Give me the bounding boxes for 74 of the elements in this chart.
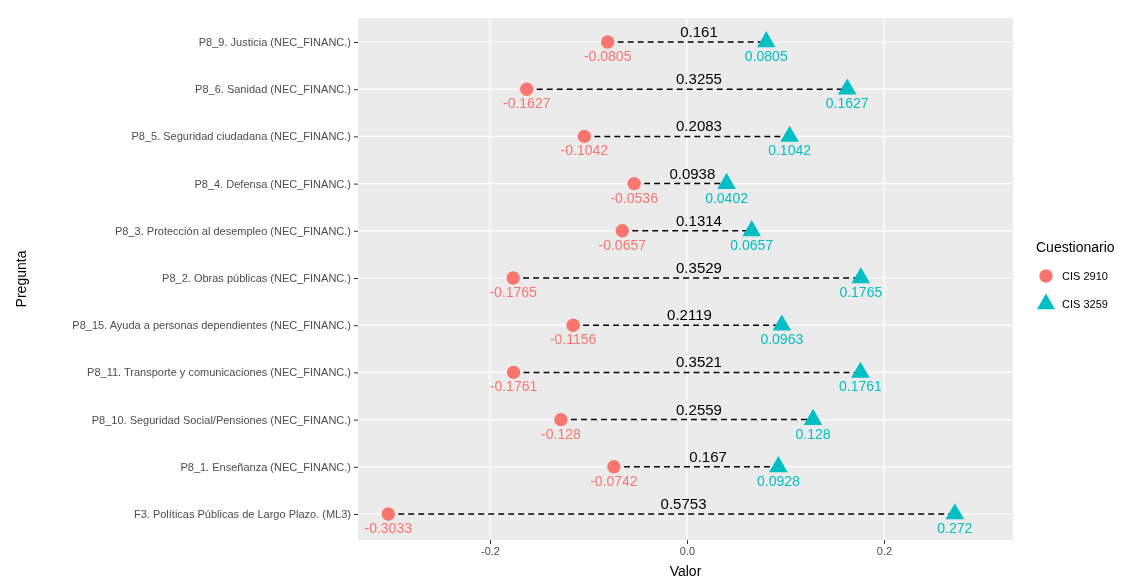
y-tick-label: P8_10. Seguridad Social/Pensiones (NEC_FINANC.)	[91, 413, 351, 426]
y-tick-label: P8_11. Transporte y comunicaciones (NEC_FINANC.)	[87, 366, 351, 379]
data-label: -0.1156	[549, 331, 597, 348]
data-label: 0.0657	[730, 236, 774, 253]
data-label: 0.1042	[768, 142, 812, 159]
data-label: -0.1627	[502, 95, 551, 112]
annotation: 0.167	[689, 447, 727, 465]
y-tick-label: P8_9. Justicia (NEC_FINANC.)	[198, 36, 351, 49]
x-tick-label: 0.0	[679, 544, 696, 557]
point	[381, 507, 395, 521]
legend-title: Cuestionario	[1036, 239, 1115, 255]
y-tick-label: P8_5. Seguridad ciudadana (NEC_FINANC.)	[131, 130, 351, 143]
point	[803, 408, 823, 425]
point	[756, 31, 776, 48]
y-tick-label: F3. Políticas Públicas de Largo Plazo. (ML3)	[133, 508, 351, 521]
data-label: -0.1042	[560, 142, 609, 159]
data-label: -0.1765	[489, 284, 538, 300]
point	[717, 172, 736, 189]
y-tick-label: P8_1. Enseñanza (NEC_FINANC.)	[180, 460, 351, 473]
data-label: -0.0536	[610, 189, 659, 206]
annotation: 0.2559	[676, 400, 722, 418]
annotation: 0.1314	[676, 211, 722, 229]
data-label: 0.1761	[839, 378, 883, 395]
point	[742, 220, 761, 237]
data-label: -0.0657	[598, 236, 647, 253]
data-label: 0.272	[937, 520, 973, 536]
annotation: 0.5753	[660, 495, 707, 512]
data-label: -0.128	[541, 425, 581, 442]
point	[772, 314, 792, 331]
point	[851, 361, 870, 378]
point	[945, 503, 965, 520]
legend-label: CIS 2910	[1062, 270, 1108, 282]
data-label: 0.1765	[839, 284, 883, 300]
data-label: 0.128	[795, 425, 831, 442]
y-tick-label: P8_15. Ayuda a personas dependientes (NEC_FINANC.)	[72, 319, 351, 332]
annotation: 0.2119	[667, 306, 712, 324]
y-axis-title: Pregunta	[13, 250, 29, 308]
point	[601, 35, 615, 49]
annotation: 0.0938	[669, 164, 716, 182]
point	[851, 267, 871, 284]
point	[780, 125, 799, 142]
data-label: 0.0963	[760, 331, 804, 348]
data-label: 0.0402	[705, 189, 749, 206]
data-label: -0.0742	[590, 472, 638, 489]
annotation: 0.2083	[676, 117, 722, 135]
annotation: 0.3255	[676, 70, 722, 88]
data-label: -0.3033	[364, 520, 413, 536]
legend-label: CIS 3259	[1062, 298, 1108, 310]
data-label: -0.1761	[489, 378, 538, 395]
point	[837, 78, 857, 95]
annotation: 0.3529	[676, 259, 722, 276]
x-axis-title: Valor	[669, 563, 702, 579]
point	[615, 224, 629, 238]
point	[627, 176, 641, 191]
y-tick-label: P8_6. Sanidad (NEC_FINANC.)	[195, 83, 351, 96]
y-tick-label: P8_2. Obras públicas (NEC_FINANC.)	[162, 272, 351, 285]
point	[577, 129, 592, 144]
data-label: 0.0805	[744, 48, 788, 64]
y-tick-label: P8_3. Protección al desempleo (NEC_FINANC.)	[115, 224, 351, 237]
annotation: 0.3521	[676, 353, 722, 371]
point	[769, 456, 788, 473]
data-label: 0.1627	[825, 95, 869, 112]
data-label: 0.0928	[756, 472, 800, 489]
point	[506, 271, 520, 285]
annotation: 0.161	[680, 23, 718, 40]
x-tick-label: -0.2	[481, 544, 500, 557]
point	[607, 460, 621, 474]
point	[566, 318, 580, 332]
x-tick-label: 0.2	[876, 544, 893, 557]
point	[554, 412, 568, 427]
y-tick-label: P8_4. Defensa (NEC_FINANC.)	[194, 177, 351, 190]
point	[520, 82, 534, 96]
point	[506, 365, 521, 380]
data-label: -0.0805	[583, 48, 632, 64]
